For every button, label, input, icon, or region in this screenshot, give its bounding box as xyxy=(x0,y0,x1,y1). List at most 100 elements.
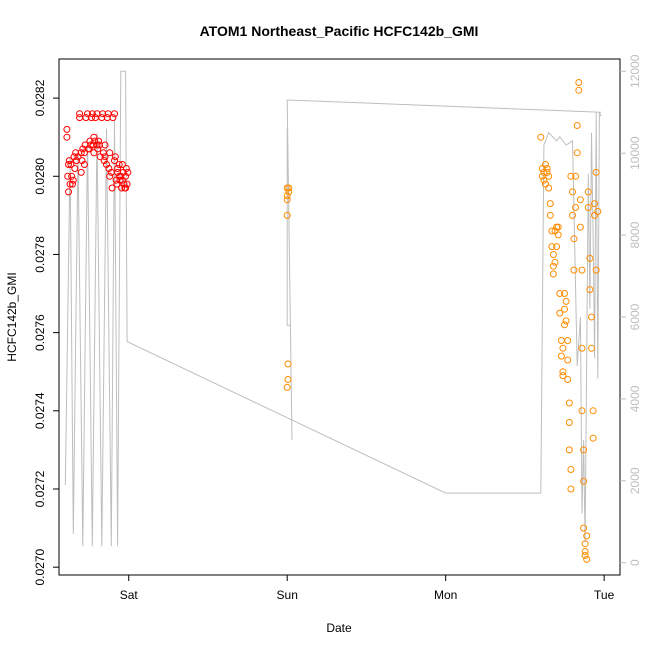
data-point xyxy=(565,446,573,454)
y-axis-label: HCFC142b_GMI xyxy=(5,272,19,361)
y-axis-left: 0.0270 0.0272 0.0274 0.0276 0.0278 0.0280 0.02… xyxy=(33,79,59,586)
data-point xyxy=(114,165,122,172)
data-point xyxy=(94,145,102,153)
y-tick-label: 0.0270 xyxy=(33,549,47,586)
data-point xyxy=(537,133,545,141)
data-point xyxy=(589,434,597,442)
y2-tick-label: 10000 xyxy=(628,136,642,170)
data-point xyxy=(549,270,557,278)
data-point xyxy=(85,145,93,153)
data-point xyxy=(556,290,564,297)
y-tick-label: 0.0274 xyxy=(33,392,47,429)
data-point xyxy=(93,141,101,149)
x-tick-label: Tue xyxy=(594,588,615,602)
data-point xyxy=(567,485,575,493)
data-point xyxy=(95,137,103,145)
data-point xyxy=(76,110,84,118)
data-point xyxy=(116,176,124,184)
data-point xyxy=(543,165,551,172)
data-point xyxy=(548,243,556,251)
data-point xyxy=(546,211,554,219)
data-point xyxy=(561,305,568,313)
data-point xyxy=(115,161,123,168)
data-point xyxy=(583,532,591,540)
line-series xyxy=(64,70,602,547)
x-axis: Sat Sun Mon Tue xyxy=(120,575,615,602)
data-point xyxy=(69,176,77,184)
data-point xyxy=(578,344,586,352)
data-point xyxy=(572,204,580,211)
data-point xyxy=(561,290,568,297)
data-point xyxy=(63,133,71,141)
data-point xyxy=(589,407,597,415)
data-point xyxy=(581,548,589,555)
data-point xyxy=(569,211,576,219)
data-point xyxy=(549,262,557,270)
data-point xyxy=(592,168,600,176)
data-point xyxy=(543,168,551,176)
data-point xyxy=(567,172,575,180)
data-point xyxy=(80,161,88,168)
y2-tick-label: 0 xyxy=(628,559,642,566)
data-point xyxy=(100,157,108,165)
data-point xyxy=(64,172,72,180)
data-point xyxy=(71,165,79,172)
data-point xyxy=(65,157,73,165)
y-tick-label: 0.0278 xyxy=(33,236,47,273)
data-point xyxy=(70,153,78,161)
data-point xyxy=(584,204,592,211)
y2-tick-label: 12000 xyxy=(628,54,642,88)
data-point xyxy=(67,161,75,168)
data-point xyxy=(283,192,291,200)
data-point xyxy=(581,540,589,548)
data-point xyxy=(69,180,76,188)
data-point xyxy=(575,79,583,86)
data-point xyxy=(118,161,126,168)
data-point xyxy=(77,149,85,157)
y2-tick-label: 4000 xyxy=(628,385,642,412)
data-point xyxy=(106,149,114,157)
data-point xyxy=(111,153,119,161)
data-point xyxy=(65,161,72,168)
data-point xyxy=(90,133,98,141)
data-point xyxy=(557,352,565,360)
data-point xyxy=(284,360,292,368)
data-point xyxy=(559,368,567,376)
data-point xyxy=(65,188,72,196)
data-point xyxy=(565,399,573,407)
data-point xyxy=(592,266,600,274)
data-point xyxy=(584,188,592,196)
data-point xyxy=(546,200,554,208)
data-point xyxy=(283,211,291,219)
data-point xyxy=(564,356,572,364)
data-point xyxy=(570,266,578,274)
data-point xyxy=(77,168,85,176)
data-point xyxy=(545,184,553,192)
data-point xyxy=(573,122,581,129)
data-point xyxy=(545,172,553,180)
data-point xyxy=(562,317,570,325)
data-point xyxy=(120,180,128,188)
data-point xyxy=(554,231,562,239)
data-point xyxy=(122,165,130,172)
data-point xyxy=(549,251,557,258)
data-point xyxy=(564,376,572,383)
data-point xyxy=(564,337,572,344)
data-point xyxy=(583,555,591,563)
data-point xyxy=(109,114,117,122)
data-point xyxy=(106,172,114,180)
data-point xyxy=(575,86,583,94)
data-point xyxy=(123,180,131,188)
data-point xyxy=(580,477,588,485)
data-point xyxy=(284,376,292,383)
data-point xyxy=(63,125,71,133)
data-point xyxy=(111,110,118,118)
data-point xyxy=(576,196,584,204)
data-point xyxy=(101,141,109,149)
data-point xyxy=(573,149,581,157)
data-point xyxy=(562,297,570,305)
data-point xyxy=(578,407,586,415)
data-point xyxy=(283,196,291,204)
y-tick-label: 0.0280 xyxy=(33,158,47,195)
